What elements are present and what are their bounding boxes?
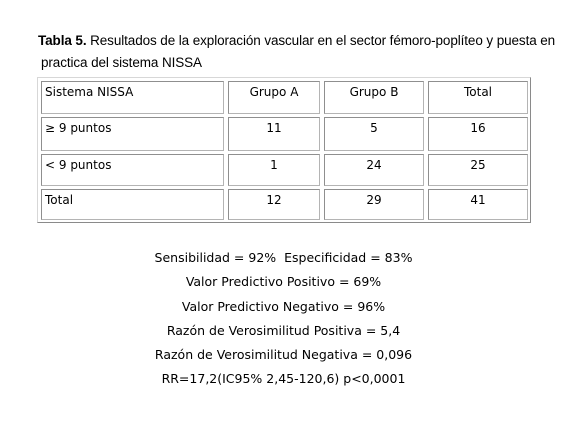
row-label-cell: Total — [41, 189, 224, 220]
table-cell: 11 — [228, 117, 320, 151]
caption-text-line1: Resultados de la exploración vascular en… — [86, 33, 556, 48]
statistics-block: Sensibilidad = 92% Especificidad = 83% V… — [0, 246, 567, 392]
table-cell: 1 — [228, 154, 320, 186]
header-cell-total: Total — [428, 81, 528, 114]
table-cell: 25 — [428, 154, 528, 186]
table-cell: 5 — [324, 117, 424, 151]
stat-line-npv: Valor Predictivo Negativo = 96% — [181, 298, 386, 314]
row-label-cell: < 9 puntos — [41, 154, 224, 186]
stat-line-ppv: Valor Predictivo Positivo = 69% — [185, 274, 382, 290]
table-cell: 41 — [428, 189, 528, 220]
table-cell: 29 — [324, 189, 424, 220]
stat-line-lr-negative: Razón de Verosimilitud Negativa = 0,096 — [154, 347, 413, 363]
table-header-row: Sistema NISSA Grupo A Grupo B Total — [41, 81, 528, 114]
table-row: < 9 puntos 1 24 25 — [41, 154, 528, 186]
header-cell-sistema-nissa: Sistema NISSA — [41, 81, 224, 114]
table-cell: 12 — [228, 189, 320, 220]
table-row: ≥ 9 puntos 11 5 16 — [41, 117, 528, 151]
stat-line-relative-risk: RR=17,2(IC95% 2,45-120,6) p<0,0001 — [161, 371, 406, 387]
caption-text-line2: practica del sistema NISSA — [41, 55, 202, 70]
results-table-frame: Sistema NISSA Grupo A Grupo B Total ≥ 9 … — [37, 77, 531, 223]
table-cell: 16 — [428, 117, 528, 151]
results-table: Sistema NISSA Grupo A Grupo B Total ≥ 9 … — [37, 78, 532, 223]
caption-label: Tabla 5. — [38, 33, 87, 48]
row-label-cell: ≥ 9 puntos — [41, 117, 224, 151]
table-caption: Tabla 5. Resultados de la exploración va… — [38, 30, 563, 74]
table-cell: 24 — [324, 154, 424, 186]
table-row: Total 12 29 41 — [41, 189, 528, 220]
stat-line-lr-positive: Razón de Verosimilitud Positiva = 5,4 — [166, 322, 401, 338]
stat-line-sensitivity-specificity: Sensibilidad = 92% Especificidad = 83% — [154, 250, 413, 265]
header-cell-grupo-a: Grupo A — [228, 81, 320, 114]
header-cell-grupo-b: Grupo B — [324, 81, 424, 114]
